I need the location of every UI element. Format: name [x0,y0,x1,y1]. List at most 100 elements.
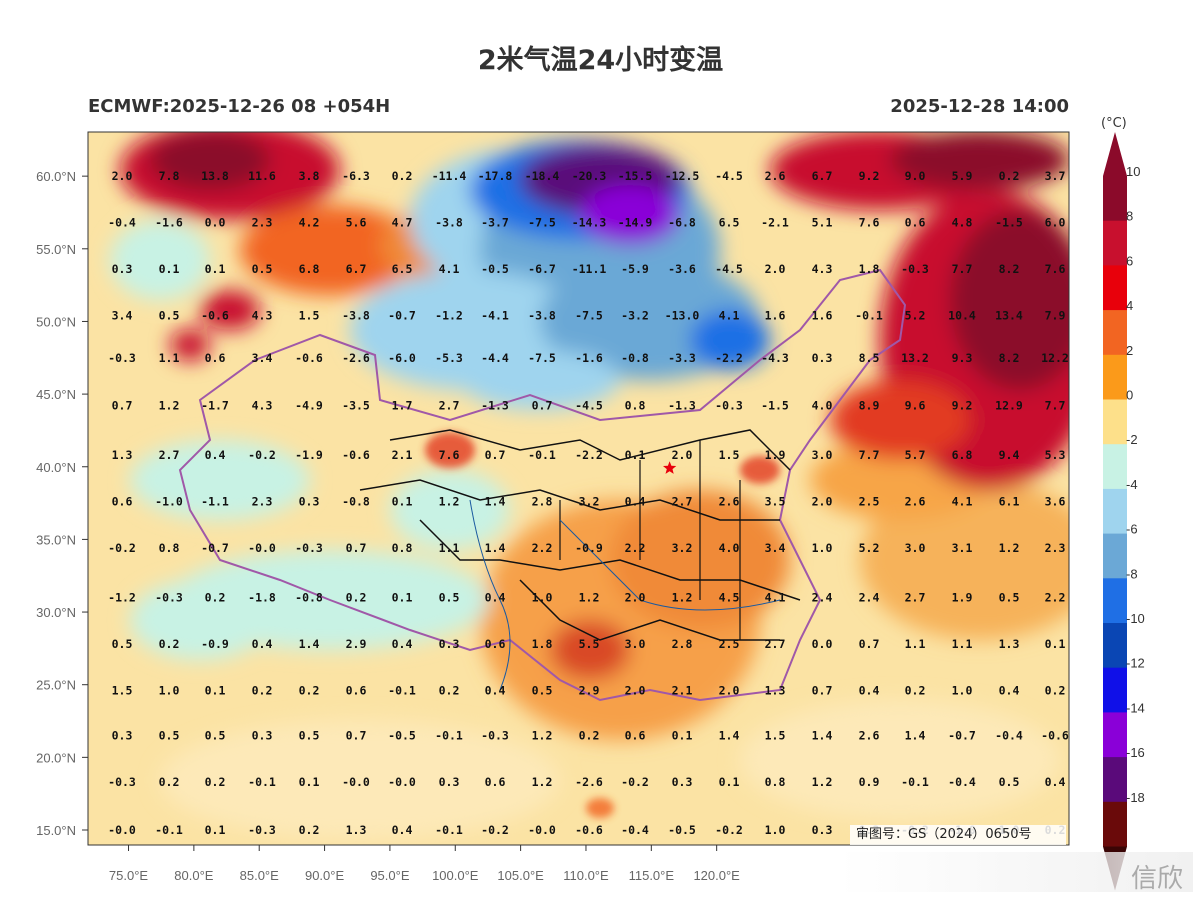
grid-value: 1.5 [112,684,133,698]
grid-value: 2.1 [392,448,413,462]
grid-value: 0.2 [905,684,926,698]
grid-value: -3.6 [668,262,696,276]
grid-value: 0.2 [299,823,320,837]
grid-value: -1.3 [481,399,509,413]
grid-value: 0.2 [439,684,460,698]
grid-value: 5.3 [1045,448,1066,462]
chart-title: 2米气温24小时变温 [477,45,724,76]
grid-value: 0.2 [205,775,226,789]
grid-value: 6.7 [346,262,367,276]
grid-value: 0.6 [346,684,367,698]
grid-value: 2.9 [346,637,367,651]
grid-value: 1.1 [439,541,460,555]
lon-tick-label: 80.0°E [174,868,214,883]
grid-value: -1.9 [295,448,323,462]
colorbar-segment [1103,533,1127,579]
grid-value: 0.8 [392,541,413,555]
grid-value: 0.7 [346,541,367,555]
grid-value: 3.0 [812,448,833,462]
grid-value: -3.3 [668,351,696,365]
grid-value: -1.0 [155,495,183,509]
grid-value: 7.8 [159,169,180,183]
grid-value: -0.7 [388,309,416,323]
grid-value: 5.6 [346,216,367,230]
grid-value: 2.2 [625,541,646,555]
grid-value: 1.2 [532,775,553,789]
grid-value: -0.2 [108,541,136,555]
grid-value: 3.2 [672,541,693,555]
grid-value: 0.3 [252,729,273,743]
colorbar-segment [1103,444,1127,490]
grid-value: 2.6 [765,169,786,183]
grid-value: 4.1 [765,591,786,605]
grid-value: 0.1 [392,591,413,605]
grid-value: 1.3 [999,637,1020,651]
grid-value: 8.5 [859,351,880,365]
grid-value: -0.3 [155,591,183,605]
grid-value: -0.6 [201,309,229,323]
grid-value: -3.8 [342,309,370,323]
grid-value: 1.5 [719,448,740,462]
grid-value: 3.1 [952,541,973,555]
grid-value: -1.1 [201,495,229,509]
grid-value: 0.3 [439,775,460,789]
lat-tick-label: 40.0°N [36,460,76,475]
grid-value: 8.2 [999,351,1020,365]
grid-value: 3.4 [112,309,133,323]
grid-value: 0.5 [112,637,133,651]
grid-value: 2.6 [859,729,880,743]
colorbar-label: -18 [1126,790,1145,805]
grid-value: 0.4 [485,684,506,698]
grid-value: 2.6 [905,495,926,509]
grid-value: 3.7 [1045,169,1066,183]
grid-value: -3.8 [528,309,556,323]
grid-value: -2.6 [342,351,370,365]
grid-value: -0.8 [342,495,370,509]
grid-value: 9.3 [952,351,973,365]
grid-value: 1.2 [999,541,1020,555]
grid-value: 9.0 [905,169,926,183]
lon-tick-label: 110.0°E [563,868,609,883]
grid-value: 2.9 [579,684,600,698]
grid-value: -3.5 [342,399,370,413]
grid-value: 1.0 [159,684,180,698]
map-frame [87,131,1070,846]
grid-value: 1.2 [672,591,693,605]
grid-value: 8.2 [999,262,1020,276]
grid-value: 6.8 [952,448,973,462]
grid-value: 0.4 [252,637,273,651]
colorbar-segment [1103,801,1127,847]
lon-tick-label: 115.0°E [629,868,675,883]
city-marker-layer [663,461,677,474]
colorbar-label: 6 [1126,253,1133,268]
grid-value: 9.6 [905,399,926,413]
grid-value: -0.2 [248,448,276,462]
lon-tick-label: 90.0°E [305,868,345,883]
grid-value: 0.1 [1045,637,1066,651]
grid-value: -0.0 [342,775,370,789]
grid-value: -4.5 [575,399,603,413]
grid-value: 1.9 [952,591,973,605]
grid-value: 4.3 [252,309,273,323]
grid-value: -20.3 [572,169,607,183]
grid-value: 4.7 [392,216,413,230]
grid-value: 7.6 [439,448,460,462]
grid-value: 1.2 [159,399,180,413]
grid-value: 1.2 [439,495,460,509]
grid-value: 0.7 [532,399,553,413]
grid-value: -0.1 [248,775,276,789]
grid-value: 9.4 [999,448,1020,462]
lat-tick-label: 30.0°N [36,605,76,620]
colorbar-segment [1103,712,1127,758]
grid-value: 2.7 [159,448,180,462]
grid-value: 2.0 [625,684,646,698]
grid-value: 6.5 [719,216,740,230]
grid-value: -0.4 [995,729,1023,743]
grid-value: -0.3 [295,541,323,555]
grid-value: 2.7 [905,591,926,605]
grid-value: -0.5 [481,262,509,276]
lat-tick-label: 35.0°N [36,532,76,547]
temperature-change-field [88,132,1069,845]
grid-value: -4.5 [715,262,743,276]
grid-value: 1.4 [299,637,320,651]
